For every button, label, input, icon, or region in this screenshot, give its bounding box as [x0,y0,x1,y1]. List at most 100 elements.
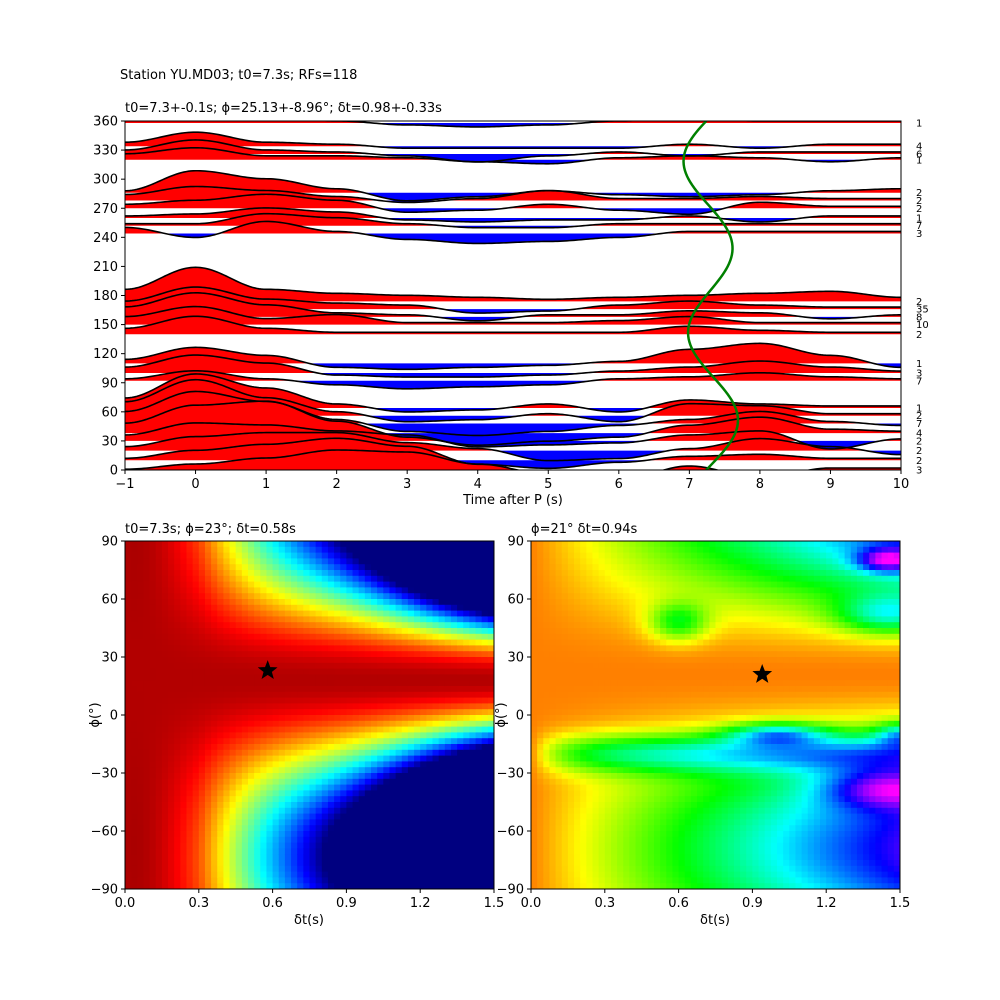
heatmap-cell [567,778,575,786]
heatmap-cell [641,767,649,774]
heatmap-cell [125,825,132,832]
heatmap-cell [432,628,440,635]
heatmap-cell [531,738,538,745]
heatmap-cell [131,807,138,815]
heatmap-cell [586,552,594,559]
heatmap-cell [531,633,538,641]
heatmap-cell [235,773,243,780]
heatmap-cell [604,744,612,751]
heatmap-cell [592,546,600,554]
heatmap-cell [254,865,261,873]
heatmap-cell [586,570,594,577]
heatmap-cell [555,720,563,728]
heatmap-cell [383,552,391,559]
heatmap-cell [623,552,630,559]
heatmap-cell [555,802,563,809]
heatmap-cell [580,749,587,757]
heatmap-cell [610,883,618,889]
heatmap-cell [174,633,181,641]
heatmap-cell [297,599,304,606]
heatmap-cell [217,552,224,559]
heatmap-cell [315,697,323,704]
heatmap-cell [420,825,427,832]
heatmap-cell [561,546,569,554]
heatmap-cell [580,709,587,716]
heatmap-cell [574,610,581,617]
heatmap-cell [291,674,298,681]
heatmap-cell [543,842,551,849]
heatmap-cell [531,622,538,629]
heatmap-cell [334,674,341,681]
heatmap-cell [475,877,483,884]
heatmap-cell [364,680,372,687]
heatmap-cell [549,599,557,606]
heatmap-cell [426,755,434,762]
heatmap-cell [143,570,151,577]
heatmap-cell [131,668,138,675]
heatmap-cell [254,773,261,780]
heatmap-cell [248,848,255,855]
heatmap-cell [610,877,618,884]
heatmap-cell [131,587,138,594]
heatmap-cell [217,790,224,797]
heatmap-cell [198,825,206,832]
heatmap-cell [623,813,630,820]
heatmap-cell [248,674,255,681]
heatmap-cell [475,871,483,878]
heatmap-cell [248,691,255,699]
heatmap-cell [155,732,163,739]
heatmap-cell [229,767,237,774]
heatmap-cell [420,587,427,594]
heatmap-cell [629,749,637,757]
heatmap-cell [604,668,612,675]
heatmap-cell [610,703,618,710]
heatmap-cell [303,819,311,826]
heatmap-cell [574,848,581,855]
heatmap-cell [537,668,544,675]
heatmap-cell [481,802,489,809]
heatmap-x-tick-label: 0.6 [262,896,283,911]
heatmap-cell [137,575,145,583]
heatmap-cell [327,546,335,554]
heatmap-cell [248,715,255,722]
heatmap-cell [297,715,304,722]
heatmap-cell [629,610,637,617]
heatmap-cell [580,813,587,820]
heatmap-cell [278,575,286,583]
rf-trace-positive-fill [125,207,901,218]
heatmap-cell [432,831,440,838]
heatmap-cell [161,802,169,809]
heatmap-cell [131,628,138,635]
heatmap-cell [598,871,606,878]
heatmap-cell [623,790,630,797]
heatmap-cell [321,790,329,797]
heatmap-cell [161,761,169,768]
heatmap-cell [217,581,224,588]
heatmap-cell [198,691,206,699]
heatmap-cell [450,831,458,838]
heatmap-cell [297,726,304,733]
heatmap-cell [574,662,581,670]
heatmap-cell [549,761,557,768]
heatmap-cell [641,564,649,571]
heatmap-cell [567,761,575,768]
heatmap-cell [321,552,329,559]
heatmap-cell [260,744,268,751]
heatmap-cell [647,819,655,826]
heatmap-cell [297,622,304,629]
heatmap-cell [420,651,427,658]
heatmap-cell [531,848,538,855]
heatmap-cell [309,628,317,635]
heatmap-cell [155,761,163,768]
heatmap-cell [198,883,206,889]
heatmap-cell [598,819,606,826]
heatmap-cell [647,599,655,606]
heatmap-cell [586,825,594,832]
heatmap-cell [383,749,391,757]
heatmap-cell [241,831,249,838]
rf-trace-count-label: 7 [916,376,922,387]
rf-y-tick-label: 360 [93,115,118,130]
heatmap-cell [543,709,551,716]
heatmap-cell [463,755,470,762]
heatmap-cell [358,865,366,873]
